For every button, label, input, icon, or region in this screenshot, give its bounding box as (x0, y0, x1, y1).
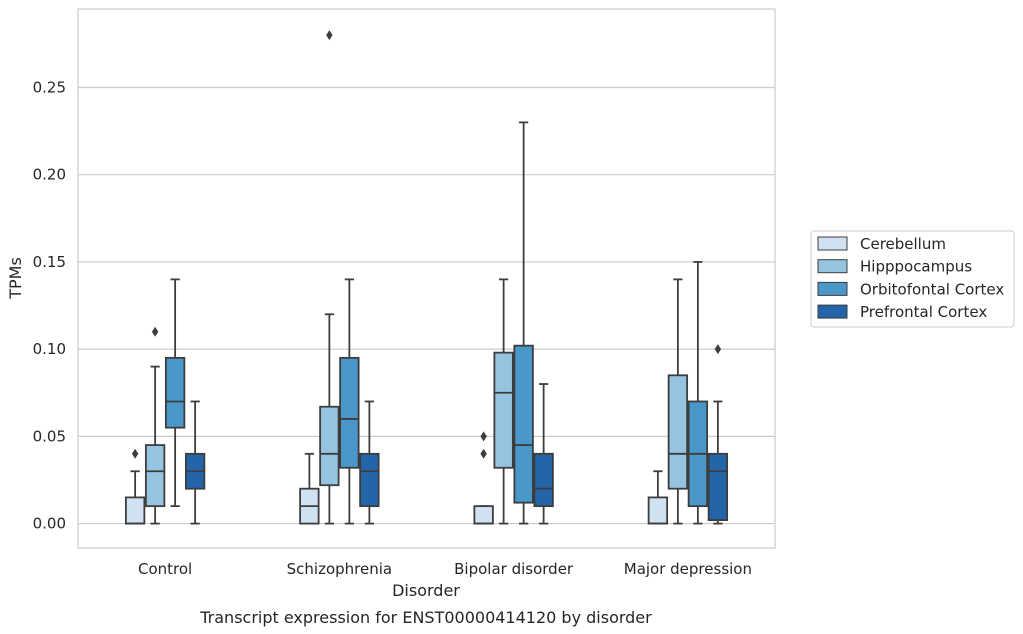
legend-swatch (817, 281, 848, 296)
legend-swatch (817, 236, 848, 251)
box (359, 452, 380, 508)
box-group (473, 431, 494, 525)
x-tick-labels: Control Schizophrenia Bipolar disorder Majo… (138, 560, 752, 578)
legend-item: Cerebellum (817, 235, 946, 253)
y-axis-label: TPMs (6, 257, 25, 300)
box-group (647, 470, 669, 525)
box-group (144, 326, 166, 525)
outlier-point (131, 448, 139, 459)
box-group (493, 278, 514, 525)
box (473, 505, 494, 525)
box-group (359, 400, 380, 525)
x-tick-label: Control (138, 560, 192, 578)
box-group (124, 448, 146, 525)
box (707, 452, 729, 521)
box (124, 496, 146, 525)
legend-label: Hipppocampus (860, 258, 972, 276)
box (164, 356, 186, 429)
x-tick-label: Bipolar disorder (454, 560, 574, 578)
x-tick-label: Schizophrenia (287, 560, 392, 578)
box (513, 344, 534, 504)
box-layer (124, 30, 729, 525)
legend-frame (810, 230, 1015, 328)
legend-swatch (817, 304, 848, 319)
box-group (319, 30, 340, 525)
outlier-point (480, 448, 487, 459)
legend-items: Cerebellum Hipppocampus Orbitofontal Corte… (817, 235, 1004, 321)
x-tick-label: Major depression (624, 560, 752, 578)
outlier-point (151, 326, 159, 337)
box-group (339, 278, 360, 525)
chart-caption: Transcript expression for ENST0000041412… (199, 608, 652, 627)
y-tick-labels: 0.00 0.05 0.10 0.15 0.20 0.25 (33, 78, 66, 532)
box (319, 405, 340, 487)
outlier-point (326, 30, 333, 41)
box-group (299, 452, 320, 525)
legend-item: Prefrontal Cortex (817, 303, 987, 321)
outlier-point (480, 431, 487, 442)
x-axis-label: Disorder (392, 581, 460, 600)
box-group (164, 278, 186, 508)
box (339, 356, 360, 469)
box (144, 444, 166, 508)
box-group (533, 383, 554, 525)
box (647, 496, 669, 525)
y-tick-label: 0.05 (33, 427, 66, 445)
legend-item: Orbitofontal Cortex (817, 280, 1004, 298)
box (533, 452, 554, 508)
plot-area-frame (77, 8, 776, 549)
box-group (687, 261, 709, 525)
legend-label: Cerebellum (860, 235, 946, 253)
legend: Cerebellum Hipppocampus Orbitofontal Corte… (810, 230, 1015, 328)
y-tick-label: 0.15 (33, 253, 66, 271)
y-tick-label: 0.25 (33, 78, 66, 96)
box-group (184, 400, 206, 525)
legend-label: Orbitofontal Cortex (860, 280, 1004, 298)
box (493, 351, 514, 469)
y-tick-label: 0.20 (33, 166, 66, 184)
box-group (667, 278, 689, 525)
box-group (707, 344, 729, 525)
box (667, 374, 689, 490)
legend-swatch (817, 259, 848, 274)
legend-label: Prefrontal Cortex (860, 303, 987, 321)
y-tick-label: 0.10 (33, 340, 66, 358)
box-group (513, 121, 534, 525)
outlier-point (714, 344, 722, 355)
y-tick-label: 0.00 (33, 515, 66, 533)
legend-item: Hipppocampus (817, 258, 972, 276)
